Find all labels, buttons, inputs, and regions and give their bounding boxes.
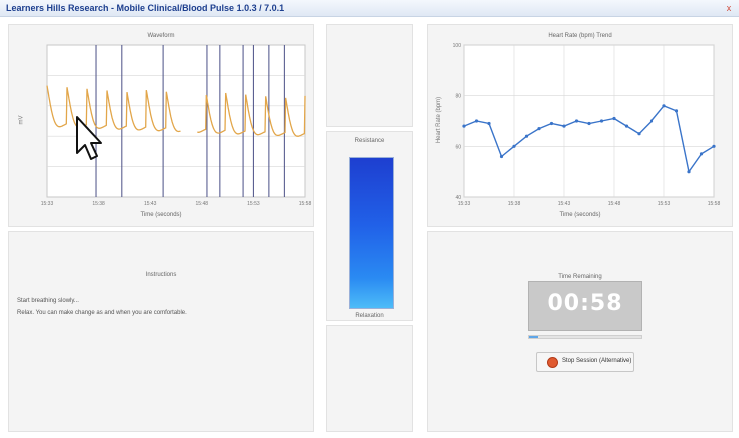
x-tick-label: 15:58 [708,201,721,207]
heart-rate-point [462,124,466,128]
x-tick-label: 15:43 [558,201,571,207]
x-tick-label: 15:53 [658,201,671,207]
stop-icon [547,357,558,368]
timer-panel: Time Remaining [427,231,733,432]
waveform-ylabel: mV [18,115,25,125]
timer-title: Time Remaining [558,274,602,280]
session-progress-fill [529,336,538,338]
waveform-panel: Waveform 15:33 15:38 15:43 15:48 15:53 15:58 … [8,24,314,227]
waveform-line [197,92,306,137]
heart-rate-point [649,119,654,123]
mouse-cursor-icon [76,116,102,160]
stop-session-button[interactable]: Stop Session (Alternative) [536,352,634,372]
y-tick-label: 80 [455,94,461,100]
waveform-plot-area [46,44,306,198]
x-tick-label: 15:33 [458,201,471,207]
heart-rate-point [499,154,504,159]
waveform-title: Waveform [147,33,175,39]
heart-rate-ylabel: Heart Rate (bpm) [436,96,443,144]
x-tick-label: 15:48 [608,201,621,207]
heart-rate-point [687,170,691,174]
heart-rate-point [637,132,641,136]
x-tick-label: 15:33 [41,201,54,207]
instructions-line-2: Relax. You can make change as and when y… [17,310,187,316]
heart-rate-point [624,124,629,128]
instructions-title: Instructions [145,272,177,278]
x-tick-label: 15:48 [196,201,209,207]
heart-rate-point [474,119,479,123]
x-tick-label: 15:38 [92,201,105,207]
heart-rate-title: Heart Rate (bpm) Trend [548,33,612,39]
heart-rate-point [599,119,604,123]
heart-rate-point [587,121,591,126]
session-progress-bar [528,335,642,339]
middle-bottom-panel [326,325,413,432]
middle-top-panel [326,24,413,127]
x-tick-label: 15:53 [247,201,260,207]
heart-rate-point [487,121,491,126]
heart-rate-panel: Heart Rate (bpm) Trend 100 80 60 40 15:33 15:… [427,24,733,227]
x-tick-label: 15:43 [144,201,157,207]
waveform-xlabel: Time (seconds) [140,212,182,218]
close-icon[interactable]: x [726,3,732,13]
title-bar: Learners Hills Research - Mobile Clinica… [0,0,739,17]
gauge-bottom-label: Relaxation [355,313,384,319]
waveform-chart: 15:33 15:38 15:43 15:48 15:53 15:58 [41,44,312,207]
x-tick-label: 15:58 [299,201,312,207]
heart-rate-point [512,144,516,148]
countdown-display: 00:58 [528,281,642,331]
x-tick-label: 15:38 [508,201,521,207]
heart-rate-point [574,119,579,123]
heart-rate-xlabel: Time (seconds) [559,212,601,218]
relaxation-gauge-bar [349,157,394,309]
heart-rate-point [562,124,566,128]
y-tick-label: 40 [455,195,461,201]
heart-rate-point [537,127,541,131]
heart-rate-point [549,121,554,126]
y-tick-label: 100 [453,43,462,49]
instructions-line-1: Start breathing slowly... [17,298,79,304]
heart-rate-point [662,104,666,108]
heart-rate-point [524,134,529,138]
waveform-line [46,85,181,133]
window-title: Learners Hills Research - Mobile Clinica… [6,3,285,13]
countdown-value: 00:58 [547,291,623,316]
heart-rate-point [699,152,704,156]
instructions-panel: Instructions Start breathing slowly... R… [8,231,314,432]
y-tick-label: 60 [455,144,461,150]
heart-rate-point [612,116,616,121]
heart-rate-point [674,109,679,113]
heart-rate-point [712,144,716,148]
gauge-top-label: Resistance [354,138,385,144]
heart-rate-plot-area [463,44,715,198]
stop-session-label: Stop Session (Alternative) [562,358,632,364]
